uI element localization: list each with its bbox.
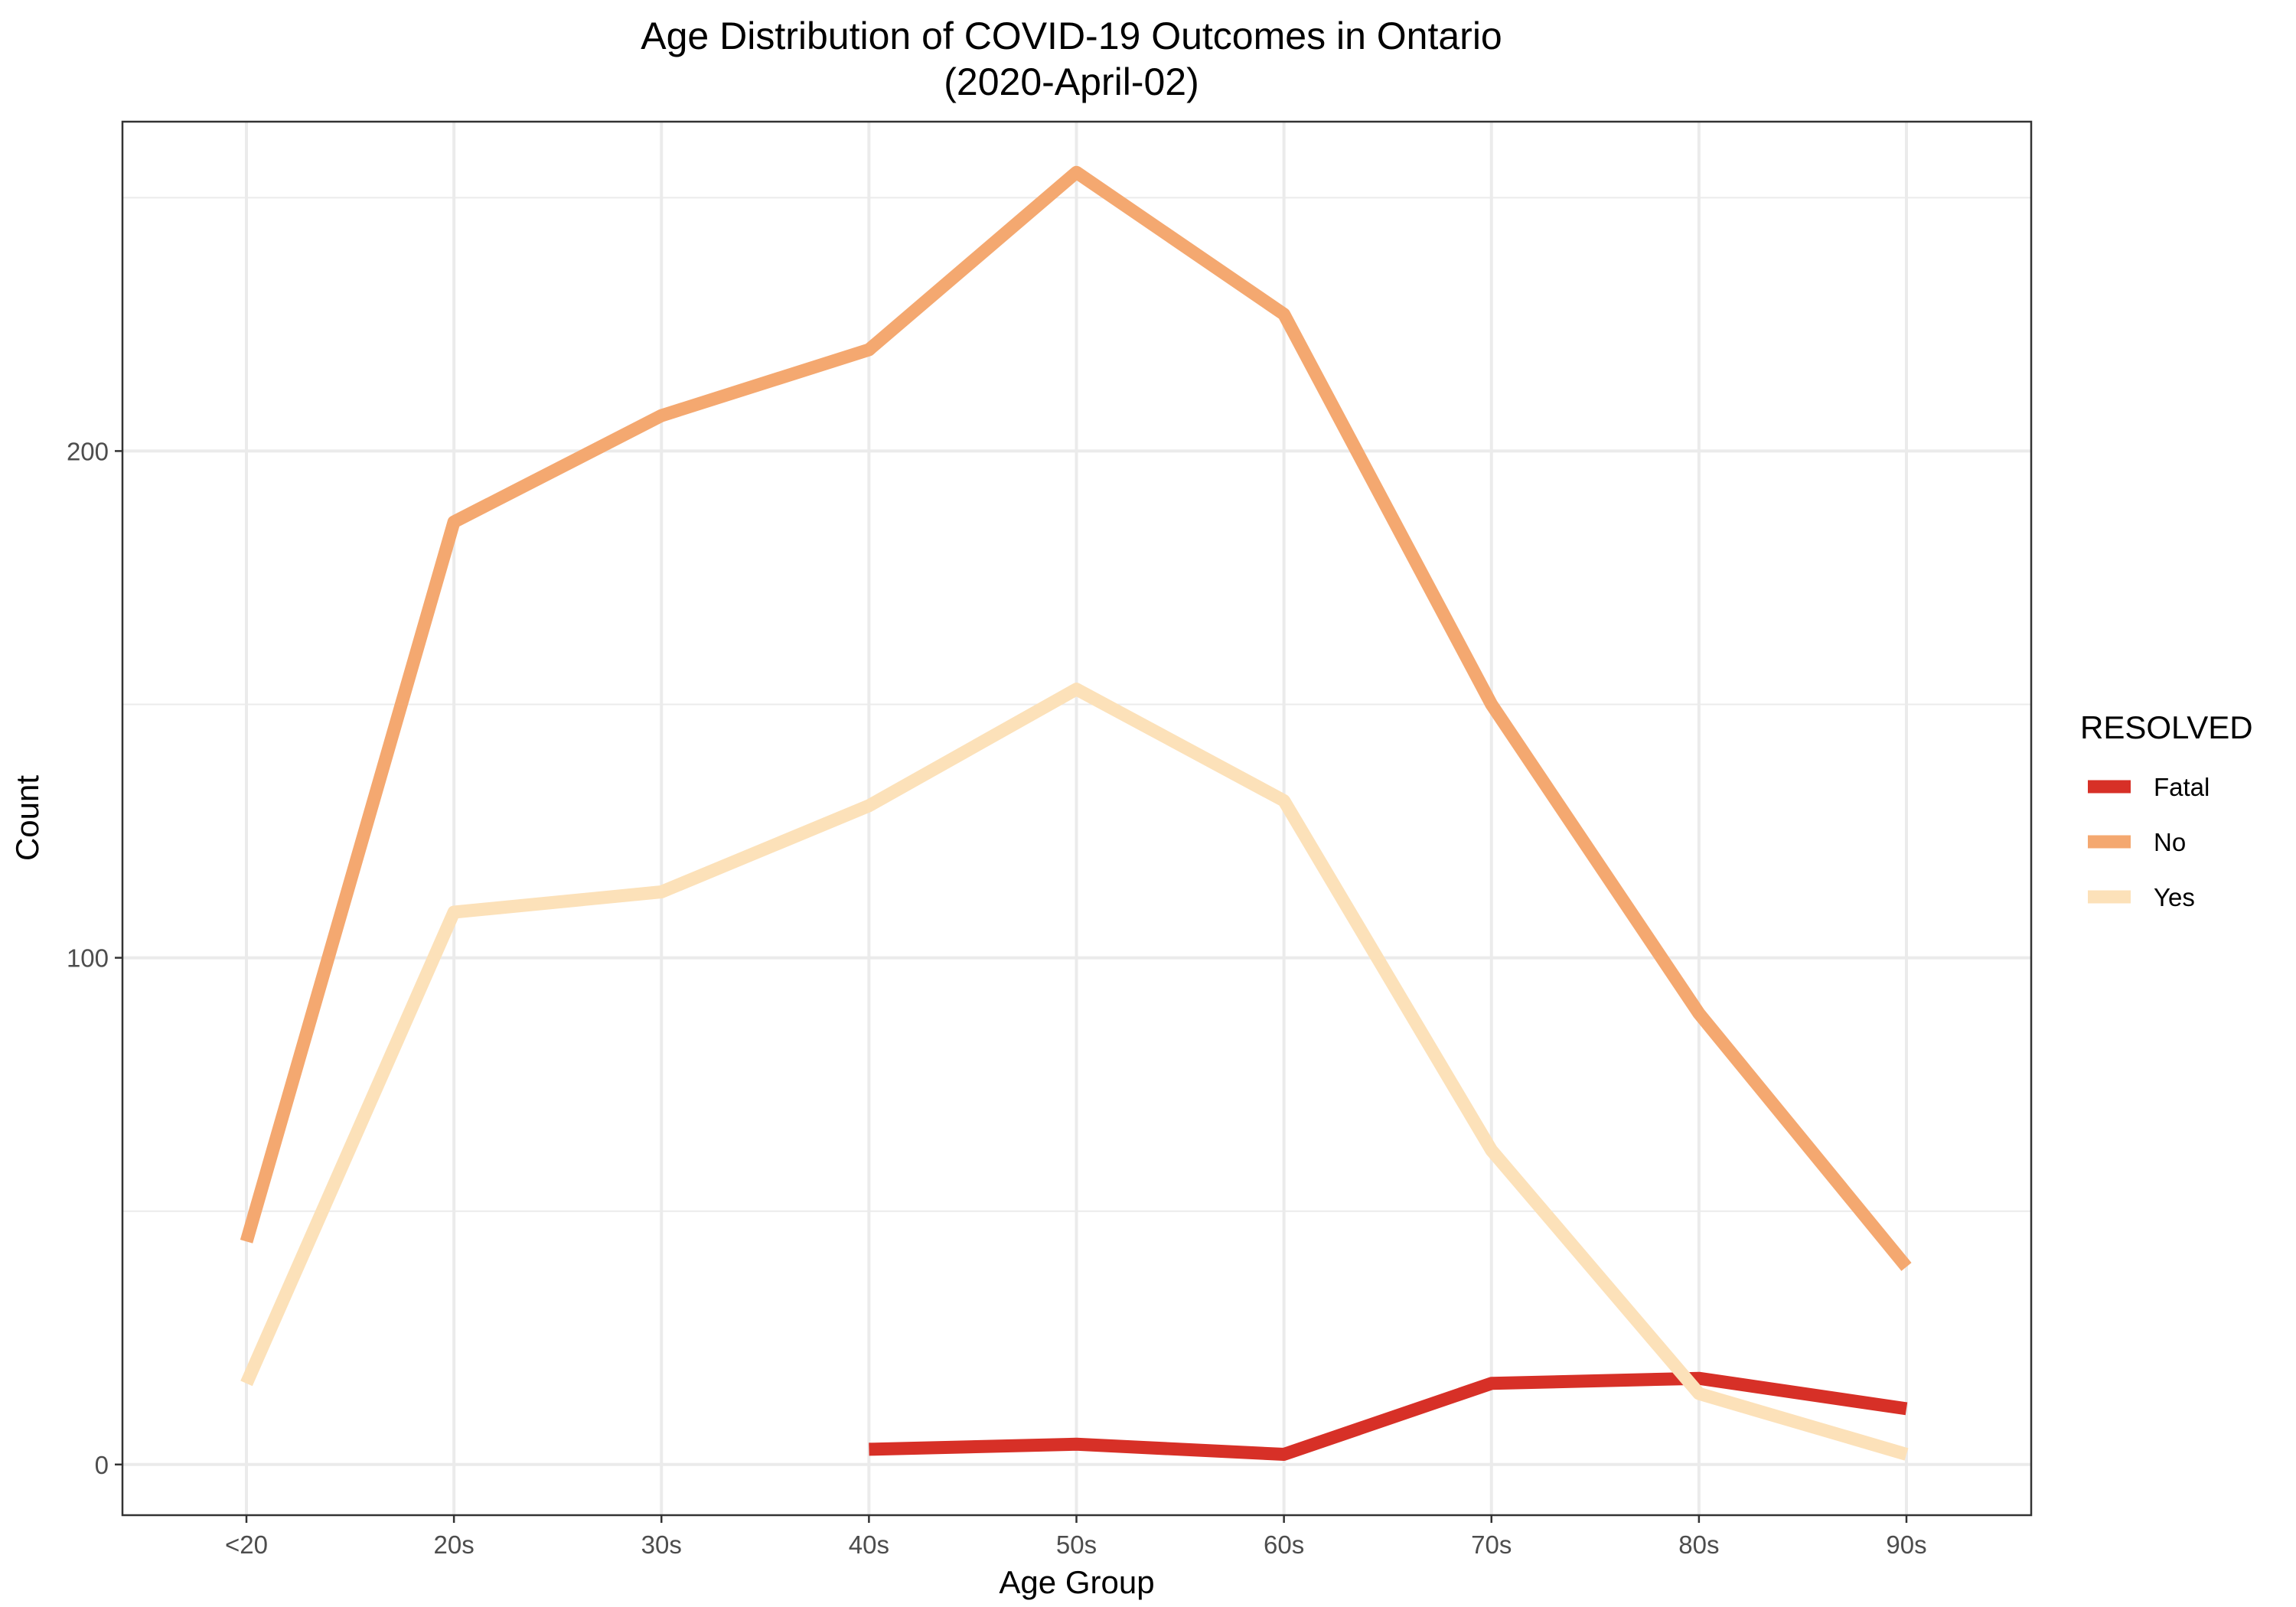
chart-title: Age Distribution of COVID-19 Outcomes in… — [641, 15, 1502, 57]
y-tick-label: 0 — [95, 1451, 109, 1479]
x-tick-label: 30s — [641, 1530, 682, 1559]
legend-items: Fatal No Yes — [2088, 773, 2210, 911]
plot-panel — [121, 120, 2033, 1517]
legend: RESOLVED Fatal No Yes — [2080, 709, 2253, 911]
x-tick-label: 50s — [1056, 1530, 1097, 1559]
legend-label-fatal: Fatal — [2154, 773, 2210, 801]
y-axis: 0 100 200 — [67, 437, 122, 1479]
x-tick-label: 60s — [1264, 1530, 1304, 1559]
x-tick-label: <20 — [225, 1530, 268, 1559]
legend-title: RESOLVED — [2080, 709, 2253, 745]
series-lines — [240, 165, 1912, 1461]
grid-lines — [122, 122, 2031, 1515]
x-axis-title: Age Group — [999, 1564, 1154, 1600]
x-tick-label: 90s — [1886, 1530, 1926, 1559]
series-line-no — [240, 165, 1912, 1271]
y-tick-label: 100 — [67, 944, 109, 973]
chart-subtitle: (2020-April-02) — [944, 60, 1199, 103]
x-tick-label: 40s — [849, 1530, 889, 1559]
x-tick-label: 80s — [1678, 1530, 1719, 1559]
x-tick-label: 70s — [1471, 1530, 1512, 1559]
y-axis-title: Count — [9, 775, 45, 861]
series-line-fatal — [869, 1371, 1908, 1461]
x-axis: <20 20s 30s 40s 50s 60s 70s 80s 90s — [225, 1515, 1927, 1559]
legend-label-yes: Yes — [2154, 883, 2195, 911]
y-tick-label: 200 — [67, 437, 109, 465]
series-line-yes — [240, 683, 1909, 1461]
x-tick-label: 20s — [434, 1530, 475, 1559]
legend-label-no: No — [2154, 828, 2186, 856]
